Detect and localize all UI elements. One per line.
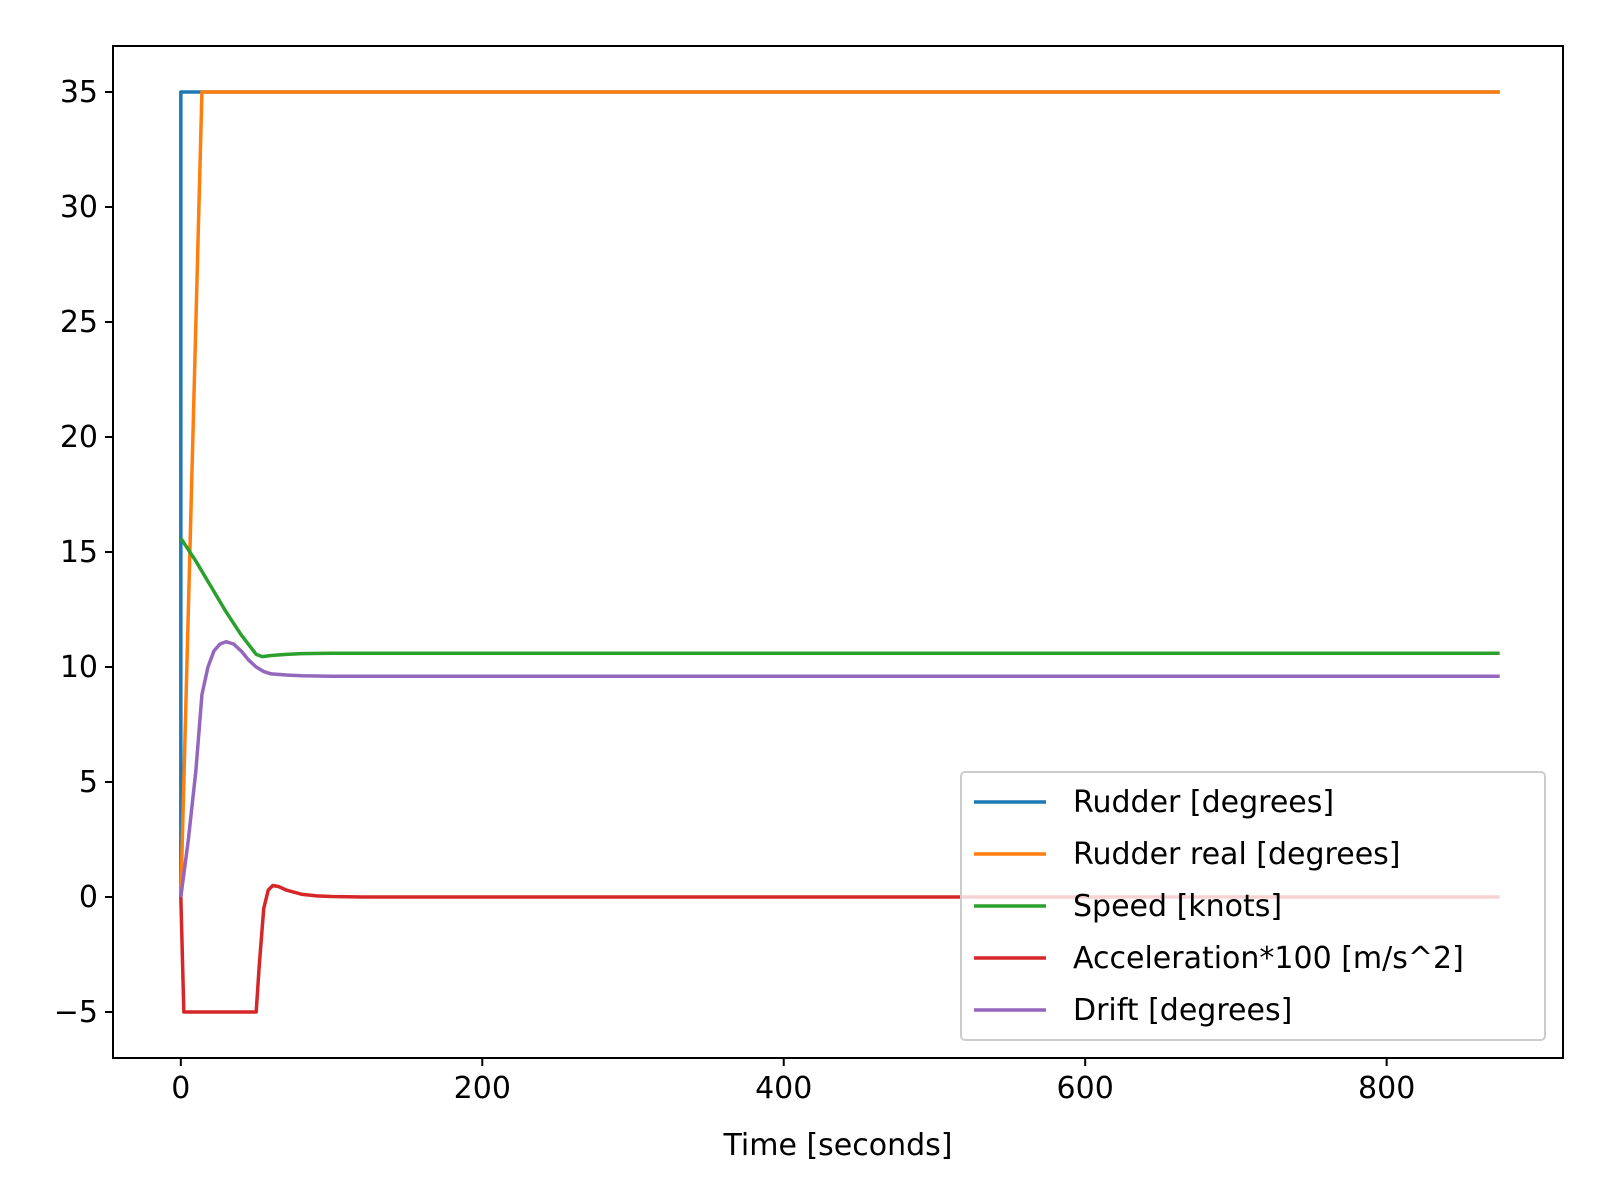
- y-tick-label: −5: [54, 995, 98, 1030]
- legend-label: Rudder real [degrees]: [1073, 837, 1400, 872]
- x-tick-label: 400: [755, 1071, 812, 1106]
- legend-label: Speed [knots]: [1073, 889, 1282, 924]
- series-line-5: [179, 639, 1500, 898]
- legend-box: [960, 771, 1546, 1041]
- legend: Rudder [degrees] Rudder real [degrees] Spe…: [960, 771, 1546, 1041]
- y-tick-label: 20: [60, 420, 98, 455]
- series-layer: [179, 90, 1500, 1014]
- ticks-layer: 0 200 400 600 800 −5 0 5 10 15 20 25 30 35: [54, 75, 1416, 1106]
- y-tick-label: 10: [60, 650, 98, 685]
- y-tick-label: 30: [60, 190, 98, 225]
- x-tick-label: 200: [454, 1071, 511, 1106]
- y-tick-label: 15: [60, 535, 98, 570]
- legend-label: Rudder [degrees]: [1073, 785, 1334, 820]
- y-tick-label: 0: [79, 880, 98, 915]
- y-tick-label: 25: [60, 305, 98, 340]
- x-axis-title: Time [seconds]: [723, 1128, 953, 1163]
- y-tick-label: 5: [79, 765, 98, 800]
- x-tick-label: 800: [1358, 1071, 1415, 1106]
- x-tick-label: 0: [171, 1071, 190, 1106]
- x-tick-label: 600: [1057, 1071, 1114, 1106]
- series-line-2: [179, 90, 1500, 898]
- series-line-3: [179, 537, 1500, 659]
- legend-label: Acceleration*100 [m/s^2]: [1073, 941, 1464, 976]
- series-line-4: [179, 883, 1500, 1014]
- legend-label: Drift [degrees]: [1073, 993, 1292, 1028]
- y-tick-label: 35: [60, 75, 98, 110]
